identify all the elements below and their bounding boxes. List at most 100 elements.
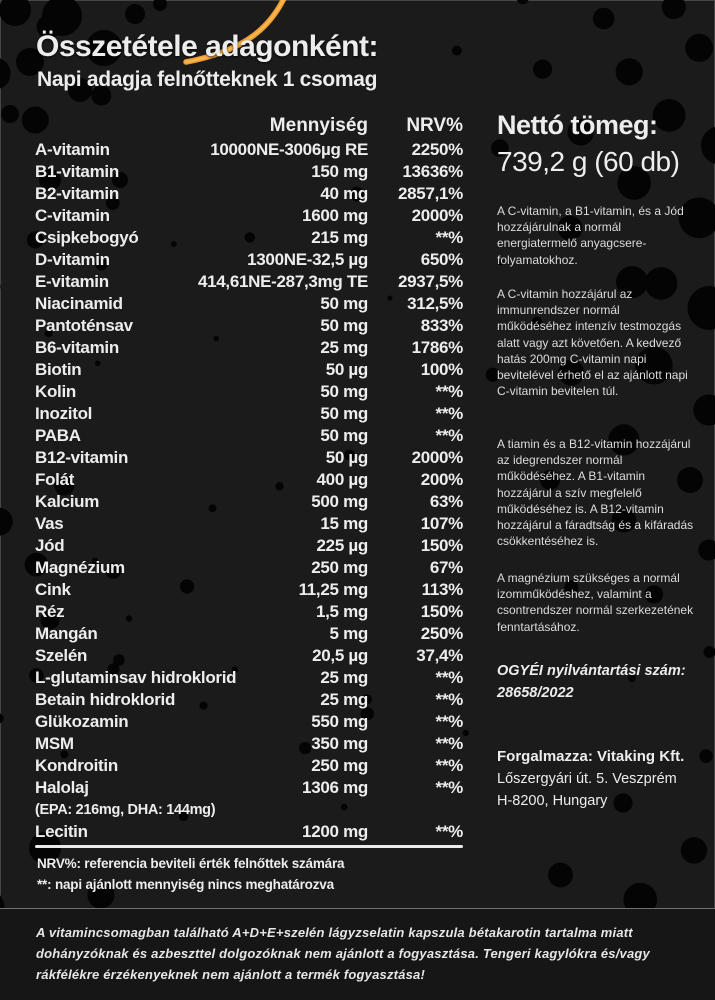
ingredient-quantity: 15 mg: [320, 514, 368, 533]
ingredient-name: B6-vitamin: [35, 338, 119, 357]
ingredient-name: Niacinamid: [35, 294, 123, 313]
ingredient-name: Kondroitin: [35, 756, 118, 775]
health-claim-paragraph: A C-vitamin, a B1-vitamin, és a Jód hozz…: [497, 204, 684, 267]
ingredient-nrv: 113%: [421, 580, 464, 599]
ingredient-quantity: 550 mg: [311, 712, 368, 731]
ingredient-quantity: 50 mg: [320, 316, 368, 335]
ingredient-nrv: 1786%: [411, 338, 464, 357]
ingredient-quantity: 215 mg: [311, 228, 368, 247]
table-row: B2-vitamin 40 mg 2857,1%: [35, 183, 463, 205]
health-claim-paragraph: A C-vitamin hozzájárul az immunrendszer …: [497, 287, 688, 399]
ingredient-nrv: 833%: [420, 316, 464, 335]
ingredient-quantity: 250 mg: [311, 558, 368, 577]
ingredient-quantity: 25 mg: [320, 690, 368, 709]
ingredient-name: PABA: [35, 426, 81, 445]
table-row: Biotin 50 µg 100%: [35, 359, 463, 381]
table-row: Kondroitin 250 mg **%: [35, 755, 463, 777]
net-weight-label: Nettó tömeg:: [497, 110, 658, 140]
ingredient-quantity: 11,25 mg: [298, 580, 369, 599]
table-row: Vas 15 mg 107%: [35, 513, 463, 535]
ingredient-quantity: 10000NE-3006µg RE: [210, 140, 368, 159]
table-row: E-vitamin 414,61NE-287,3mg TE 2937,5%: [35, 271, 463, 293]
table-row: (EPA: 216mg, DHA: 144mg): [35, 799, 463, 821]
table-body: A-vitamin 10000NE-3006µg RE 2250% B1-vitami…: [35, 139, 463, 843]
ingredient-quantity: 25 mg: [320, 668, 368, 687]
ingredient-name: L-glutaminsav hidroklorid: [35, 668, 237, 687]
ingredient-nrv: 2000%: [411, 206, 464, 225]
ingredient-name: E-vitamin: [35, 272, 109, 291]
table-row: Niacinamid 50 mg 312,5%: [35, 293, 463, 315]
ingredient-quantity: 1600 mg: [302, 206, 368, 225]
ingredient-name: A-vitamin: [35, 140, 110, 159]
ingredient-quantity: 25 mg: [320, 338, 368, 357]
table-row: Kalcium 500 mg 63%: [35, 491, 463, 513]
ingredient-name: Réz: [35, 602, 65, 621]
ingredient-nrv: **%: [435, 404, 464, 423]
ingredient-nrv: 250%: [420, 624, 464, 643]
table-row: B12-vitamin 50 µg 2000%: [35, 447, 463, 469]
table-row: Pantoténsav 50 mg 833%: [35, 315, 463, 337]
table-row: Csipkebogyó 215 mg **%: [35, 227, 463, 249]
ingredient-quantity: 350 mg: [311, 734, 368, 753]
table-row: B6-vitamin 25 mg 1786%: [35, 337, 463, 359]
ingredient-quantity: 1,5 mg: [315, 602, 368, 621]
ingredients-table: Mennyiség NRV% A-vitamin 10000NE-3006µg R…: [35, 113, 463, 843]
table-row: A-vitamin 10000NE-3006µg RE 2250%: [35, 139, 463, 161]
registration-number: OGYÉI nyilvántartási szám: 28658/2022: [497, 660, 686, 704]
page-subtitle: Napi adagja felnőtteknek 1 csomag: [37, 68, 378, 91]
ingredient-quantity: 50 µg: [325, 360, 369, 379]
ingredient-name: Glükozamin: [35, 712, 129, 731]
ingredient-quantity: 225 µg: [316, 536, 369, 555]
ingredient-quantity: 50 mg: [320, 426, 368, 445]
ingredient-name: D-vitamin: [35, 250, 110, 269]
table-row: PABA 50 mg **%: [35, 425, 463, 447]
table-header: Mennyiség NRV%: [35, 113, 463, 139]
ingredient-name: Kolin: [35, 382, 76, 401]
ingredient-name: Lecitin: [35, 822, 88, 841]
ingredient-name: Csipkebogyó: [35, 228, 139, 247]
registration-value: 28658/2022: [497, 685, 574, 701]
ingredient-name: Folát: [35, 470, 75, 489]
table-row: Betain hidroklorid 25 mg **%: [35, 689, 463, 711]
table-row: Glükozamin 550 mg **%: [35, 711, 463, 733]
ingredient-nrv: 312,5%: [407, 294, 463, 313]
ingredient-nrv: 100%: [420, 360, 464, 379]
ingredient-name: Cink: [35, 580, 71, 599]
ingredient-nrv: **%: [435, 668, 464, 687]
ingredient-quantity: 50 mg: [320, 294, 368, 313]
ingredient-nrv: **%: [435, 822, 464, 841]
column-header-nrv: NRV%: [406, 115, 463, 136]
ingredient-quantity: 1300NE-32,5 µg: [247, 250, 368, 269]
ingredient-name: Jód: [35, 536, 65, 555]
health-claim-paragraph: A tiamin és a B12-vitamin hozzájárul az …: [497, 437, 694, 549]
ingredient-name: Inozitol: [35, 404, 93, 423]
ingredient-nrv: 2250%: [411, 140, 464, 159]
ingredient-name: Szelén: [35, 646, 88, 665]
ingredient-name: (EPA: 216mg, DHA: 144mg): [35, 802, 216, 818]
table-row: Halolaj 1306 mg **%: [35, 777, 463, 799]
ingredient-nrv: 150%: [420, 536, 464, 555]
ingredient-quantity: 50 mg: [320, 404, 368, 423]
ingredient-name: Halolaj: [35, 778, 89, 797]
table-row: B1-vitamin 150 mg 13636%: [35, 161, 463, 183]
ingredient-quantity: 1306 mg: [302, 778, 368, 797]
ingredient-quantity: 1200 mg: [302, 822, 368, 841]
ingredient-name: C-vitamin: [35, 206, 110, 225]
ingredient-name: Vas: [35, 514, 64, 533]
table-row: Magnézium 250 mg 67%: [35, 557, 463, 579]
table-row: Kolin 50 mg **%: [35, 381, 463, 403]
table-row: Mangán 5 mg 250%: [35, 623, 463, 645]
ingredient-quantity: 414,61NE-287,3mg TE: [197, 272, 368, 291]
table-row: Szelén 20,5 µg 37,4%: [35, 645, 463, 667]
ingredient-quantity: 50 µg: [325, 448, 369, 467]
registration-label: OGYÉI nyilvántartási szám:: [497, 663, 686, 679]
distributor-city: H-8200, Hungary: [497, 793, 608, 809]
table-row: D-vitamin 1300NE-32,5 µg 650%: [35, 249, 463, 271]
ingredient-nrv: 2000%: [411, 448, 464, 467]
distributor-street: Lőszergyári út. 5. Veszprém: [497, 771, 677, 787]
net-weight-value: 739,2 g (60 db): [497, 146, 680, 177]
ingredient-nrv: 2937,5%: [397, 272, 463, 291]
ingredient-name: Biotin: [35, 360, 82, 379]
